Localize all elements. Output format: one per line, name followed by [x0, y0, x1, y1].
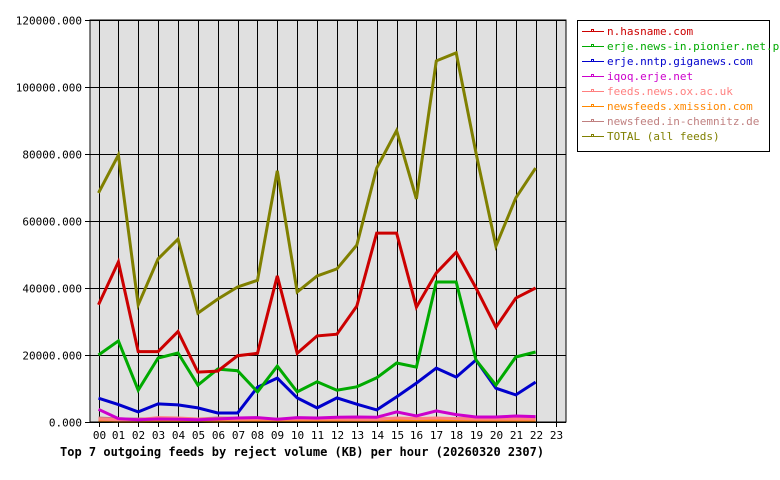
legend-item-xmission: newsfeeds.xmission.com [582, 99, 769, 114]
y-tick-label: 80000.000 [22, 149, 82, 162]
legend-line-marker-icon [582, 42, 604, 51]
x-tick-label: 05 [192, 429, 205, 442]
x-tick-label: 11 [311, 429, 324, 442]
series-line [98, 357, 537, 415]
x-tick-label: 15 [391, 429, 404, 442]
y-tick-label: 40000.000 [22, 283, 82, 296]
series-lines [97, 50, 537, 423]
x-tick-label: 00 [93, 429, 106, 442]
legend-label: erje.nntp.giganews.com [607, 55, 753, 68]
x-tick-label: 22 [530, 429, 543, 442]
x-tick-label: 19 [470, 429, 483, 442]
series-line [97, 407, 536, 422]
y-tick-label: 20000.000 [22, 350, 82, 363]
x-tick-label: 17 [430, 429, 443, 442]
legend-line-marker-icon [582, 102, 604, 111]
legend-item-total: TOTAL (all feeds) [582, 129, 769, 144]
x-tick-label: 03 [152, 429, 165, 442]
legend-label: newsfeed.in-chemnitz.de [607, 115, 760, 128]
series-line [97, 50, 537, 316]
x-tick-label: 10 [291, 429, 304, 442]
legend-item-giganews: erje.nntp.giganews.com [582, 54, 769, 69]
x-tick-label: 20 [490, 429, 503, 442]
x-tick-label: 21 [510, 429, 523, 442]
legend-label: feeds.news.ox.ac.uk [607, 85, 733, 98]
legend-line-marker-icon [582, 57, 604, 66]
legend-item-n-hasname: n.hasname.com [582, 24, 769, 39]
legend-item-in-chemnitz: newsfeed.in-chemnitz.de [582, 114, 769, 129]
y-axis: 0.000 20000.000 40000.000 60000.000 80000.00… [16, 15, 90, 430]
legend-label: TOTAL (all feeds) [607, 130, 720, 143]
legend-line-marker-icon [582, 117, 604, 126]
legend: n.hasname.com erje.news-in.pionier.net.p… [577, 20, 780, 152]
legend-item-pionier: erje.news-in.pionier.net.pl [582, 39, 780, 54]
x-tick-label: 04 [172, 429, 186, 442]
legend-label: iqoq.erje.net [607, 70, 694, 83]
legend-line-marker-icon [582, 87, 604, 96]
x-tick-label: 23 [550, 429, 563, 442]
x-tick-label: 16 [410, 429, 423, 442]
series-line [97, 280, 536, 395]
x-tick-label: 01 [112, 429, 125, 442]
x-tick-label: 06 [212, 429, 225, 442]
legend-line-marker-icon [582, 132, 604, 141]
x-tick-label: 02 [132, 429, 145, 442]
legend-label: erje.news-in.pionier.net.pl [607, 40, 780, 53]
x-tick-label: 12 [331, 429, 344, 442]
y-tick-label: 120000.000 [16, 15, 82, 28]
series-line [97, 231, 537, 374]
legend-item-ox-ac-uk: feeds.news.ox.ac.uk [582, 84, 769, 99]
x-tick-label: 14 [371, 429, 385, 442]
x-axis: 00 01 02 03 04 05 06 07 08 09 10 11 12 13 14 15 16 17 18 19… [93, 422, 563, 442]
x-tick-label: 07 [232, 429, 245, 442]
x-tick-label: 09 [271, 429, 284, 442]
x-tick-label: 18 [450, 429, 463, 442]
legend-line-marker-icon [582, 72, 604, 81]
chart-title: Top 7 outgoing feeds by reject volume (K… [60, 445, 545, 459]
legend-label: newsfeeds.xmission.com [607, 100, 753, 113]
legend-item-iqoq: iqoq.erje.net [582, 69, 769, 84]
series-line [98, 419, 536, 423]
legend-label: n.hasname.com [607, 25, 694, 38]
y-tick-label: 0.000 [49, 417, 82, 430]
y-tick-label: 60000.000 [22, 216, 82, 229]
x-tick-label: 08 [251, 429, 264, 442]
y-tick-label: 100000.000 [16, 82, 82, 95]
x-tick-label: 13 [351, 429, 364, 442]
legend-line-marker-icon [582, 27, 604, 36]
